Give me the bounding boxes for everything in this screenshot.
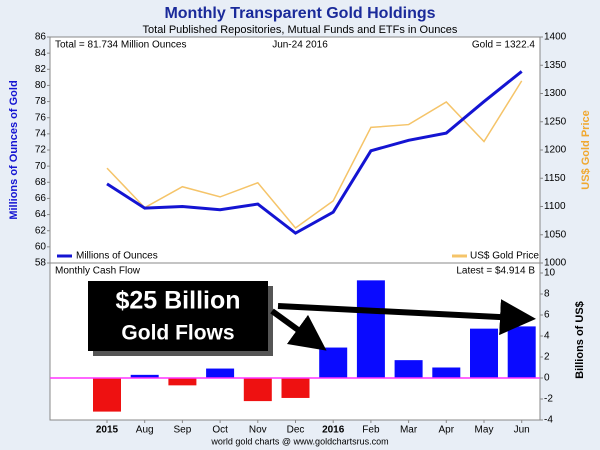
y-tick-label: 58 (35, 258, 47, 269)
x-tick-label: Aug (136, 425, 154, 436)
arrow (277, 299, 536, 336)
y-tick-label: 0 (544, 373, 550, 384)
legend-label: US$ Gold Price (470, 251, 539, 262)
y-tick-label: 84 (35, 48, 47, 59)
y-tick-label: 72 (35, 145, 47, 156)
bar (394, 360, 423, 378)
series-line (106, 70, 523, 235)
bar (168, 378, 197, 386)
bar (206, 368, 235, 378)
annotation: Latest = $4.914 B (456, 266, 535, 277)
arrow (270, 308, 327, 351)
x-tick-label: Sep (174, 425, 192, 436)
x-tick-label: Nov (249, 425, 267, 436)
y2-tick-label: 1200 (544, 145, 567, 156)
y-tick-label: 4 (544, 331, 550, 342)
bar (507, 326, 536, 378)
y-tick-label: 8 (544, 289, 550, 300)
y2-tick-label: 1050 (544, 229, 567, 240)
y2-tick-label: 1300 (544, 88, 567, 99)
bar (130, 374, 159, 378)
bar (243, 378, 272, 402)
y-tick-label: 78 (35, 96, 47, 107)
y-tick-label: 82 (35, 64, 47, 75)
y-tick-label: 68 (35, 177, 47, 188)
bar (319, 347, 348, 378)
bar (281, 378, 310, 398)
y2-axis-label: US$ Gold Price (580, 110, 592, 189)
x-tick-label: 2016 (322, 425, 345, 436)
y-tick-label: -4 (544, 415, 553, 426)
x-tick-label: Apr (439, 425, 455, 436)
y-tick-label: 86 (35, 32, 47, 43)
y-tick-label: -2 (544, 394, 553, 405)
y-tick-label: 76 (35, 112, 47, 123)
chart-subtitle: Total Published Repositories, Mutual Fun… (143, 24, 458, 36)
y-tick-label: 62 (35, 225, 47, 236)
y-axis-label: Billions of US$ (574, 301, 586, 379)
y-tick-label: 64 (35, 209, 47, 220)
bar (432, 367, 461, 378)
y-tick-label: 70 (35, 161, 47, 172)
annotation: Total = 81.734 Million Ounces (55, 40, 186, 51)
x-tick-label: 2015 (96, 425, 119, 436)
x-tick-label: May (475, 425, 494, 436)
y2-tick-label: 1000 (544, 258, 567, 269)
chart-title: Monthly Transparent Gold Holdings (164, 5, 435, 22)
x-tick-label: Oct (212, 425, 228, 436)
annotation: Gold = 1322.4 (472, 40, 536, 51)
y2-tick-label: 1250 (544, 116, 567, 127)
x-tick-label: Jun (514, 425, 530, 436)
x-tick-label: Mar (400, 425, 418, 436)
callout-text: $25 Billion (115, 287, 240, 315)
x-tick-label: Dec (287, 425, 305, 436)
bar (356, 280, 385, 378)
bar (93, 378, 121, 412)
y-axis-label: Millions of Ounces of Gold (8, 80, 20, 219)
bar (470, 328, 498, 378)
annotation: Jun-24 2016 (272, 40, 328, 51)
y2-tick-label: 1150 (544, 173, 566, 184)
y-tick-label: 80 (35, 80, 47, 91)
y-tick-label: 66 (35, 193, 47, 204)
y-tick-label: 60 (35, 241, 47, 252)
callout-text: Gold Flows (121, 322, 234, 345)
source: world gold charts @ www.goldchartsrus.co… (210, 436, 388, 446)
legend-label: Millions of Ounces (76, 251, 158, 262)
y-tick-label: 74 (35, 128, 47, 139)
y2-tick-label: 1400 (544, 32, 567, 43)
y-tick-label: 2 (544, 352, 550, 363)
y-tick-label: 6 (544, 310, 550, 321)
y2-tick-label: 1350 (544, 60, 567, 71)
series-line (106, 80, 523, 229)
y2-tick-label: 1100 (544, 201, 566, 212)
panel-title: Monthly Cash Flow (55, 266, 141, 277)
x-tick-label: Feb (362, 425, 380, 436)
callout-box (88, 281, 268, 351)
y-tick-label: 10 (544, 268, 556, 279)
